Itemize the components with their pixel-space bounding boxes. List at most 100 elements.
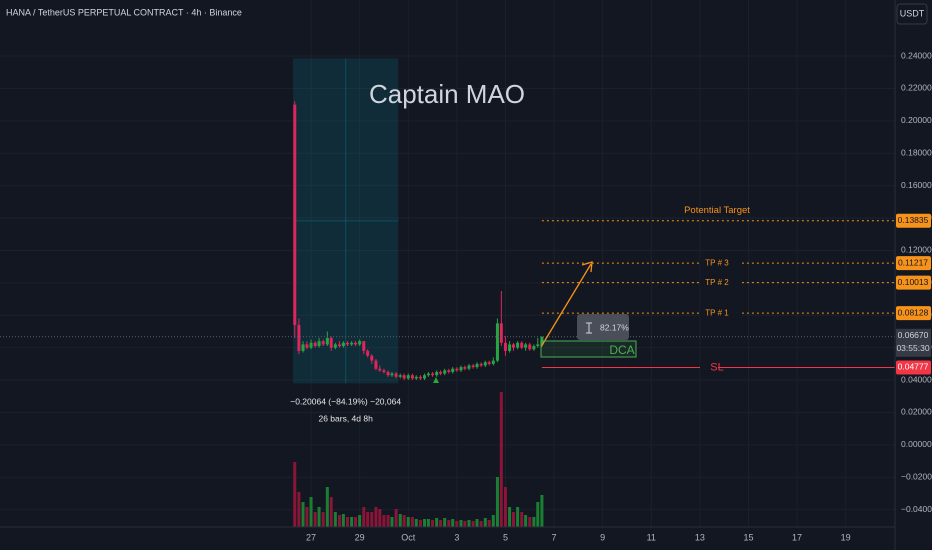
candle-body xyxy=(333,344,337,348)
volume-bar xyxy=(406,517,410,527)
volume-bar xyxy=(309,497,313,527)
level-label-bg xyxy=(700,307,742,320)
candle-body xyxy=(471,365,475,368)
volume-bar xyxy=(362,507,366,527)
volume-bar xyxy=(511,512,515,527)
y-tick-label: 0.22000 xyxy=(901,83,932,93)
volume-bar xyxy=(443,518,447,527)
volume-bar xyxy=(305,507,309,527)
x-tick-label: 15 xyxy=(743,532,753,542)
volume-bar xyxy=(313,512,317,527)
level-label-bg xyxy=(700,276,742,289)
x-tick-label: 5 xyxy=(503,532,508,542)
candle-body xyxy=(406,375,410,379)
candle-body xyxy=(350,342,354,345)
candle-body xyxy=(487,362,491,364)
volume-bar xyxy=(536,502,540,527)
level-price: 0.11217 xyxy=(898,257,928,267)
candle-body xyxy=(325,337,329,345)
volume-bar xyxy=(479,521,483,527)
candle-body xyxy=(467,365,471,369)
volume-bar xyxy=(451,519,455,527)
levels xyxy=(0,220,895,374)
y-tick-label: 0.04000 xyxy=(901,374,932,384)
y-tick-label: 0.20000 xyxy=(901,115,932,125)
y-tick-label: −0.04000 xyxy=(901,504,932,514)
candle-body xyxy=(297,324,301,351)
x-tick-label: 7 xyxy=(552,532,557,542)
volume-bar xyxy=(346,517,350,527)
candle-body xyxy=(520,342,524,348)
level-price-tag xyxy=(896,360,931,375)
candle-body xyxy=(431,373,435,376)
level-label-bg xyxy=(700,361,718,374)
x-tick-label: Oct xyxy=(401,532,416,542)
candle-body xyxy=(459,367,463,371)
candle-body xyxy=(532,346,536,350)
y-tick-label: 0.24000 xyxy=(901,50,932,60)
x-tick-label: 9 xyxy=(600,532,605,542)
current-price-tag xyxy=(896,328,931,357)
volume-bar xyxy=(297,492,301,527)
volume-bar xyxy=(455,521,459,527)
candle-body xyxy=(346,342,350,345)
candle-body xyxy=(358,341,362,345)
level-price-tag xyxy=(896,256,931,271)
volume-bar xyxy=(333,512,337,527)
candle-body xyxy=(443,370,447,374)
level-label: Potential Target xyxy=(684,205,750,216)
candle-body xyxy=(536,344,540,347)
level-price-tag xyxy=(896,213,931,228)
candle-body xyxy=(503,342,507,351)
candle-body xyxy=(423,375,427,379)
x-tick-label: 11 xyxy=(647,532,656,542)
volume-bar xyxy=(471,521,475,527)
volume-bar xyxy=(325,487,329,527)
projection-label: 82.17% xyxy=(600,322,629,332)
volume-bar xyxy=(483,518,487,527)
marker xyxy=(433,377,439,383)
candle-body xyxy=(435,371,439,376)
x-tick-label: 17 xyxy=(792,532,802,542)
candle-body xyxy=(366,350,370,356)
volume-bar xyxy=(426,519,430,527)
volume-bar xyxy=(459,520,463,527)
projection-arrow xyxy=(540,263,592,348)
dca-box xyxy=(540,340,637,358)
volume-bar xyxy=(386,515,390,527)
volume-bar xyxy=(293,462,297,527)
candle-body xyxy=(305,344,309,348)
candle-body xyxy=(378,368,382,371)
y-tick-label: 0.18000 xyxy=(901,148,932,158)
volume-bar xyxy=(350,517,354,527)
level-price-tag xyxy=(896,275,931,290)
volume-bar xyxy=(378,509,382,527)
volume-bar xyxy=(495,477,499,527)
volume-bar xyxy=(540,495,544,527)
candle-body xyxy=(516,342,520,348)
volume-bar xyxy=(528,517,532,527)
volume-bar xyxy=(402,515,406,527)
volume-bar xyxy=(524,515,528,527)
candle-body xyxy=(362,341,366,351)
level-price: 0.04777 xyxy=(898,362,929,372)
candle-body xyxy=(394,373,398,377)
candle-body xyxy=(293,104,297,325)
volume-bar xyxy=(491,515,495,527)
y-tick-label: 0.00000 xyxy=(901,439,932,449)
dca-label: DCA xyxy=(609,343,634,357)
candle-body xyxy=(447,370,451,372)
candle-body xyxy=(463,367,467,369)
currency-box xyxy=(896,3,928,25)
candle-body xyxy=(317,341,321,347)
volume-bar xyxy=(382,515,386,527)
watermark: Captain MAO xyxy=(369,79,525,109)
chart-title: HANA / TetherUS PERPETUAL CONTRACT · 4h … xyxy=(6,7,242,17)
measure-tool xyxy=(293,58,399,384)
x-tick-label: 19 xyxy=(841,532,851,542)
level-label: TP # 1 xyxy=(705,308,729,317)
candle-body xyxy=(528,344,532,350)
candle-body xyxy=(439,371,443,374)
volume-bar xyxy=(394,509,398,527)
level-price: 0.13835 xyxy=(898,215,929,225)
